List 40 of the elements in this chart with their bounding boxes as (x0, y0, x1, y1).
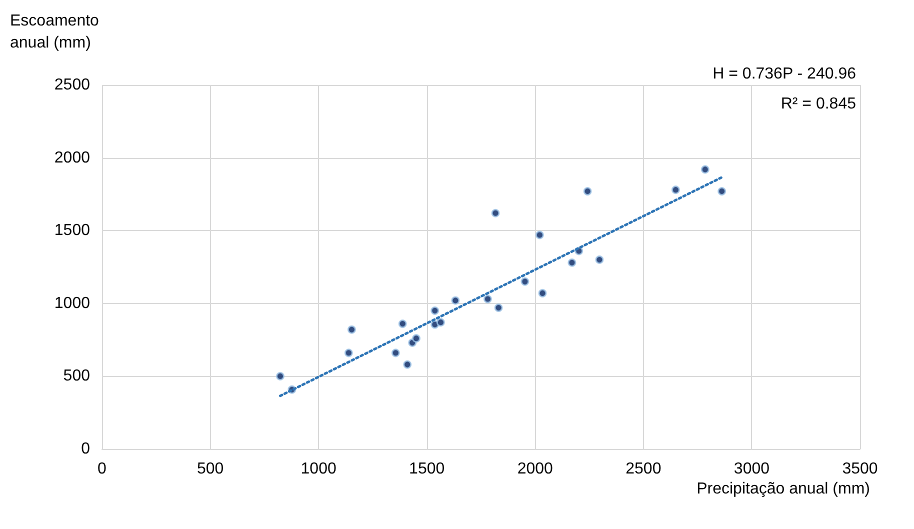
y-tick-label: 2000 (54, 149, 90, 166)
y-tick-label: 2500 (54, 76, 90, 94)
point (391, 348, 400, 358)
point (483, 294, 492, 304)
y-tick-label: 1500 (54, 222, 90, 240)
point (347, 325, 356, 334)
point (520, 277, 530, 286)
annotation: R² = 0.845 (780, 96, 856, 112)
point (436, 318, 445, 327)
point (568, 258, 576, 267)
x-tick-label: 1000 (300, 460, 336, 478)
x-tick-label: 2000 (517, 460, 554, 478)
point (412, 334, 420, 343)
x-tick-label: 1500 (409, 460, 445, 478)
y-axis-title: Escoamento anual (mm) (10, 12, 104, 52)
point (451, 296, 460, 305)
point (398, 320, 407, 328)
x-axis-title: Precipitação anual (mm) (696, 480, 870, 498)
x-tick-label: 3000 (734, 460, 770, 478)
point (700, 165, 710, 174)
y-tick-label: 0 (81, 440, 90, 458)
point (491, 208, 500, 218)
point (344, 348, 353, 358)
x-tick-label: 2500 (626, 460, 662, 478)
x-tick-label: 3500 (842, 460, 878, 478)
point (595, 255, 604, 264)
point (583, 187, 592, 196)
point (430, 306, 440, 315)
point (276, 372, 284, 380)
y-tick-label: 500 (63, 368, 90, 385)
point (494, 304, 503, 312)
point (535, 230, 544, 240)
x-tick-label: 500 (196, 460, 224, 478)
point (403, 360, 412, 369)
y-tick-label: 1000 (54, 294, 90, 312)
point (671, 186, 680, 194)
x-tick-label: 0 (98, 460, 107, 478)
point (718, 187, 726, 196)
point (538, 288, 547, 298)
text: H = 0.736P - 240.96 (712, 66, 856, 82)
